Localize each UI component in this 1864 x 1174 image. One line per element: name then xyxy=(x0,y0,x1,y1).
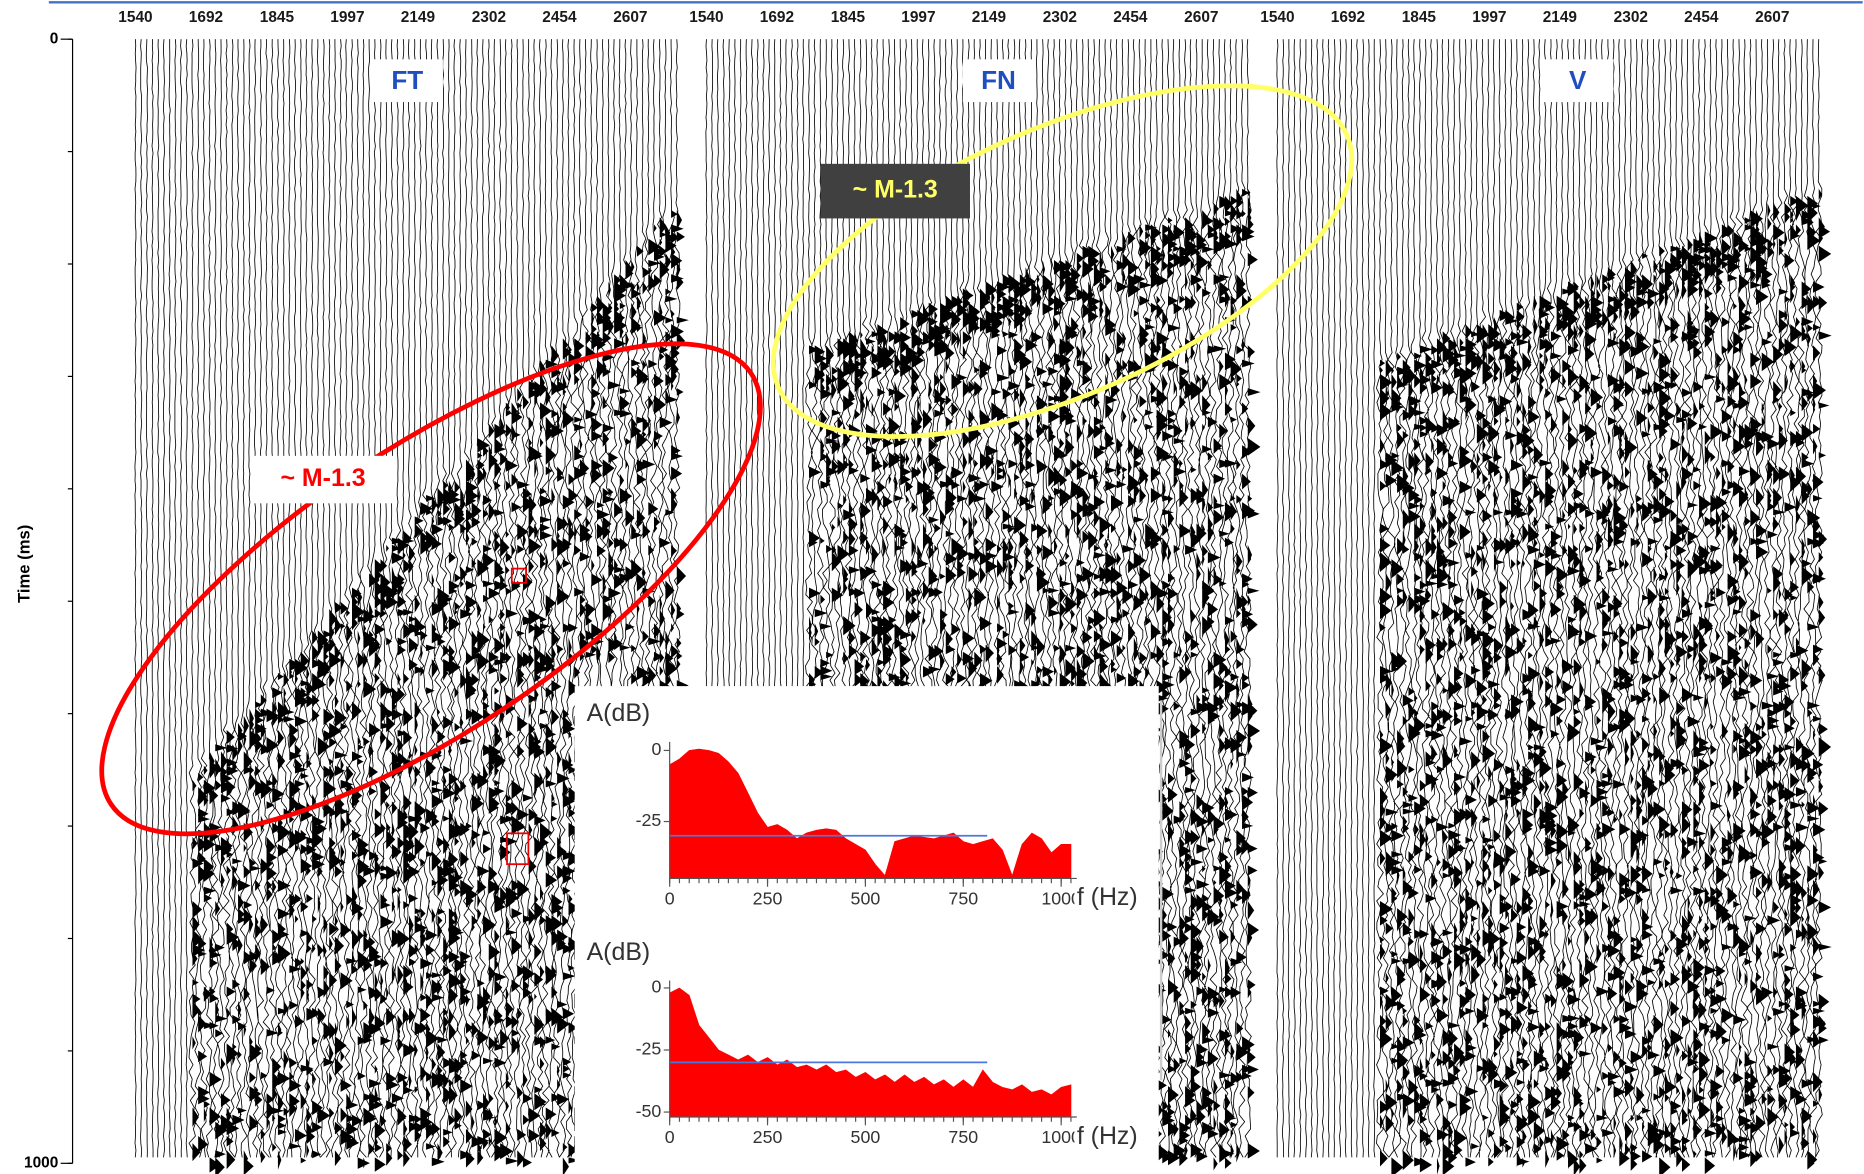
marker-box xyxy=(506,832,530,866)
x-tick-label: 1997 xyxy=(330,9,364,26)
panel-title: FT xyxy=(391,65,423,95)
x-tick-label: 1845 xyxy=(260,9,295,26)
y-axis-label: Time (ms) xyxy=(14,525,33,603)
x-tick-label: 2149 xyxy=(401,9,435,26)
highlight-ellipse xyxy=(770,83,1355,439)
y-tick-label: 1000 xyxy=(24,1154,58,1171)
x-tick-label: 1540 xyxy=(1260,9,1294,26)
y-tick-label: -25 xyxy=(636,810,662,830)
annotation: ~ M-1.3 xyxy=(280,464,365,492)
x-tick-label: 1692 xyxy=(189,9,223,26)
y-tick-label: -25 xyxy=(636,1039,662,1059)
panel-title-box xyxy=(371,59,443,103)
spectrum-area xyxy=(669,748,1072,879)
panel-title-box xyxy=(962,59,1035,103)
x-tick-label: 2149 xyxy=(1543,9,1577,26)
x-tick-label: 1692 xyxy=(760,9,794,26)
seismic-fill xyxy=(809,188,1261,1174)
x-tick-label: 1997 xyxy=(1472,9,1506,26)
seismic-traces xyxy=(134,39,681,1158)
x-tick-label: 2454 xyxy=(1684,9,1719,26)
x-tick-label: 500 xyxy=(851,888,881,908)
annotation: ~ M-1.3 xyxy=(853,176,938,204)
x-tick-label: 2607 xyxy=(613,9,647,26)
x-tick-label: 2454 xyxy=(1113,9,1148,26)
seismic-fill xyxy=(1379,188,1832,1174)
x-tick-label: 2607 xyxy=(1184,9,1218,26)
x-tick-label: 1000 xyxy=(1041,888,1081,908)
x-tick-label: 750 xyxy=(948,1127,978,1147)
x-tick-label: 2302 xyxy=(1043,9,1077,26)
panel-title: FN xyxy=(981,65,1016,95)
x-label-box xyxy=(1074,1121,1158,1158)
panel-title-box xyxy=(1542,59,1614,103)
x-tick-label: 2302 xyxy=(1614,9,1648,26)
annotation-box xyxy=(250,455,396,504)
y-tick-label: -50 xyxy=(636,1101,662,1121)
x-tick-label: 0 xyxy=(665,1127,675,1147)
x-label-box xyxy=(1074,883,1158,919)
x-tick-label: 2302 xyxy=(472,9,506,26)
y-tick-label: 0 xyxy=(50,30,59,47)
x-tick-label: 1997 xyxy=(901,9,935,26)
x-tick-label: 250 xyxy=(753,1127,783,1147)
x-tick-label: 2454 xyxy=(542,9,577,26)
x-tick-label: 250 xyxy=(753,888,783,908)
x-tick-label: 0 xyxy=(665,888,675,908)
x-tick-label: 1540 xyxy=(118,9,152,26)
x-tick-label: 1692 xyxy=(1331,9,1365,26)
y-tick-label: 0 xyxy=(651,739,661,759)
x-tick-label: 1000 xyxy=(1041,1127,1081,1147)
x-tick-label: 1845 xyxy=(831,9,866,26)
panel-title: V xyxy=(1569,65,1587,95)
x-tick-label: 500 xyxy=(851,1127,881,1147)
x-tick-label: 2149 xyxy=(972,9,1006,26)
marker-box xyxy=(510,567,527,584)
x-tick-label: 750 xyxy=(948,888,978,908)
spectrum-area xyxy=(669,987,1072,1118)
x-tick-label: 1845 xyxy=(1402,9,1437,26)
y-tick-label: 0 xyxy=(651,977,661,997)
x-tick-label: 2607 xyxy=(1755,9,1789,26)
x-axis-label: f (Hz) xyxy=(1077,1122,1138,1150)
x-axis-label: f (Hz) xyxy=(1077,883,1138,911)
x-tick-label: 1540 xyxy=(689,9,723,26)
y-axis-label: A(dB) xyxy=(587,699,651,727)
annotation-box xyxy=(820,163,970,219)
y-axis-label: A(dB) xyxy=(587,938,651,966)
